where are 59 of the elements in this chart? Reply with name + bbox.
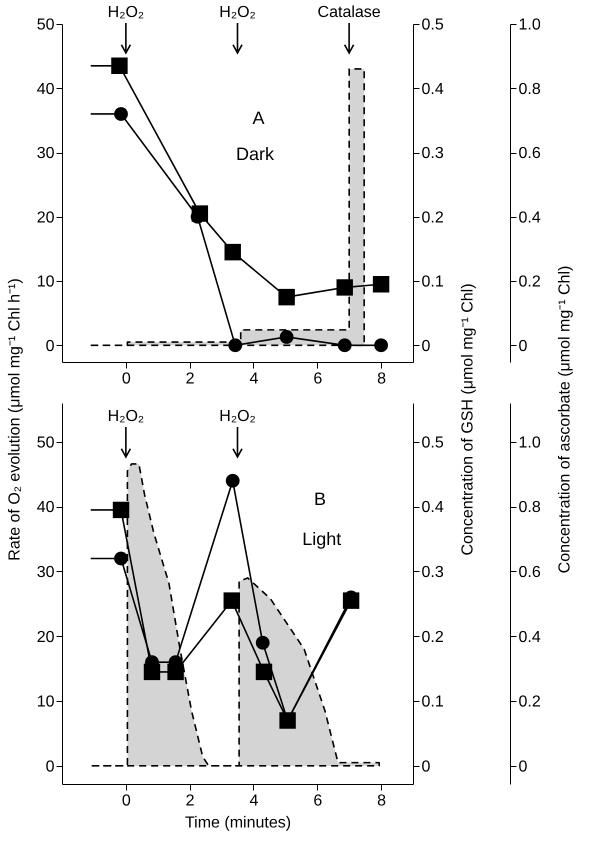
annotation: Dark: [236, 144, 276, 164]
y2-tick-label: 0.3: [422, 564, 444, 581]
y-tick-label: 40: [36, 80, 55, 98]
x-tick-label: 6: [313, 370, 322, 388]
text: H₂O₂: [108, 4, 144, 21]
y-tick-label: 30: [36, 145, 55, 162]
y3-tick-label: 1.0: [518, 16, 541, 34]
y2-axis-title: Concentration of GSH (μmol mg⁻¹ Chl): [460, 283, 476, 556]
annotation: Light: [302, 529, 342, 549]
text: Catalase: [318, 4, 381, 21]
y3-axis-title: Concentration of ascorbate (μmol mg⁻¹ Chl): [556, 266, 574, 574]
y3-tick-label: 0.6: [518, 564, 541, 581]
y2-tick-label: 0.2: [422, 209, 444, 226]
x-tick-label: 0: [122, 792, 131, 810]
text: H₂O₂: [219, 4, 256, 21]
x-tick-label: 2: [186, 370, 195, 388]
y3-tick-label: 0.4: [518, 628, 541, 646]
y3-tick-label: 0.4: [518, 209, 541, 226]
y2-tick-label: 0.2: [422, 628, 444, 646]
y-tick-label: 0: [46, 758, 55, 776]
y-tick-label: 30: [36, 564, 55, 581]
y2-tick-label: 0.3: [422, 145, 444, 162]
y-axis-title: Rate of O₂ evolution (μmol mg⁻¹ Chl h⁻¹): [6, 278, 24, 561]
y3-tick-label: 0.2: [518, 274, 541, 291]
y2-tick-label: 0.5: [422, 434, 444, 452]
y-tick-label: 10: [36, 274, 55, 291]
y-tick-label: 50: [36, 16, 55, 34]
x-tick-label: 6: [313, 792, 322, 810]
annotation: H₂O₂: [108, 408, 144, 425]
y2-tick-label: 0.4: [422, 80, 444, 98]
y2-tick-label: 0.1: [422, 274, 444, 291]
y3-tick-label: 0.8: [518, 499, 541, 516]
x-axis-title: Time (minutes): [184, 814, 292, 832]
x-tick-label: 0: [122, 370, 131, 388]
y-tick-label: 20: [36, 209, 55, 226]
x-tick-label: 2: [186, 792, 195, 810]
y-tick-label: 40: [36, 499, 55, 516]
y3-tick-label: 0.2: [518, 694, 541, 711]
y-tick-label: 0: [46, 338, 55, 355]
x-tick-label: 8: [377, 792, 386, 810]
y2-tick-label: 0.4: [422, 499, 444, 516]
y2-tick-label: 0: [422, 758, 430, 776]
x-tick-label: 4: [250, 792, 258, 810]
y-tick-label: 50: [36, 434, 55, 452]
y3-tick-label: 0.6: [518, 145, 541, 162]
y2-tick-label: 0: [422, 338, 430, 355]
y-tick-label: 20: [36, 628, 55, 646]
y3-tick-label: 0: [518, 338, 528, 355]
annotation: H₂O₂: [219, 408, 256, 425]
y2-tick-label: 0.5: [422, 16, 444, 34]
y3-tick-label: 0: [518, 758, 528, 776]
y3-tick-label: 0.8: [518, 80, 541, 98]
x-tick-label: 4: [250, 370, 258, 388]
annotation: A: [252, 108, 265, 128]
y3-tick-label: 1.0: [518, 434, 541, 452]
annotation: B: [314, 489, 326, 509]
x-tick-label: 8: [377, 370, 386, 388]
y-tick-label: 10: [36, 694, 55, 711]
y2-tick-label: 0.1: [422, 694, 444, 711]
